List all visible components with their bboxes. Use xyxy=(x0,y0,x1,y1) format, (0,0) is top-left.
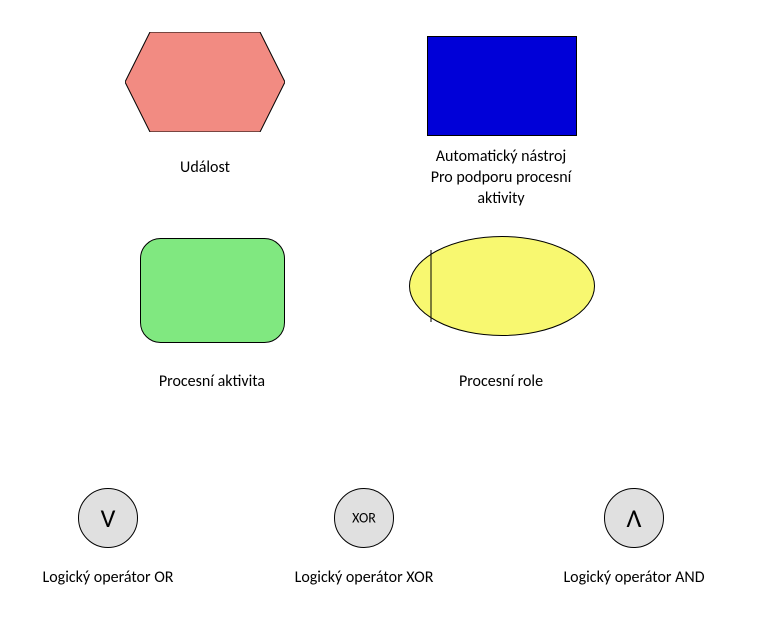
and-operator-shape: Λ xyxy=(604,488,664,548)
xor-operator-shape: XOR xyxy=(334,488,394,548)
or-symbol: V xyxy=(101,502,116,534)
tool-label-line1: Automatický nástroj xyxy=(436,147,567,166)
and-label: Logický operátor AND xyxy=(534,568,734,589)
tool-label: Automatický nástroj Pro podporu procesní… xyxy=(391,147,611,209)
tool-label-line2: Pro podporu procesní xyxy=(431,168,572,187)
tool-label-line3: aktivity xyxy=(477,189,524,208)
hexagon-icon xyxy=(125,32,285,132)
xor-symbol: XOR xyxy=(352,510,376,527)
event-shape xyxy=(125,32,285,132)
activity-label: Procesní aktivita xyxy=(112,372,312,393)
or-operator-shape: V xyxy=(78,488,138,548)
role-label: Procesní role xyxy=(401,372,601,393)
role-shape xyxy=(409,236,595,336)
ellipse-icon xyxy=(410,237,595,336)
event-label: Událost xyxy=(125,158,285,179)
xor-label: Logický operátor XOR xyxy=(264,568,464,589)
rounded-rectangle-icon xyxy=(141,239,285,343)
rectangle-icon xyxy=(428,37,577,136)
tool-shape xyxy=(427,36,577,136)
and-symbol: Λ xyxy=(627,502,642,534)
activity-shape xyxy=(140,238,285,343)
or-label: Logický operátor OR xyxy=(8,568,208,589)
